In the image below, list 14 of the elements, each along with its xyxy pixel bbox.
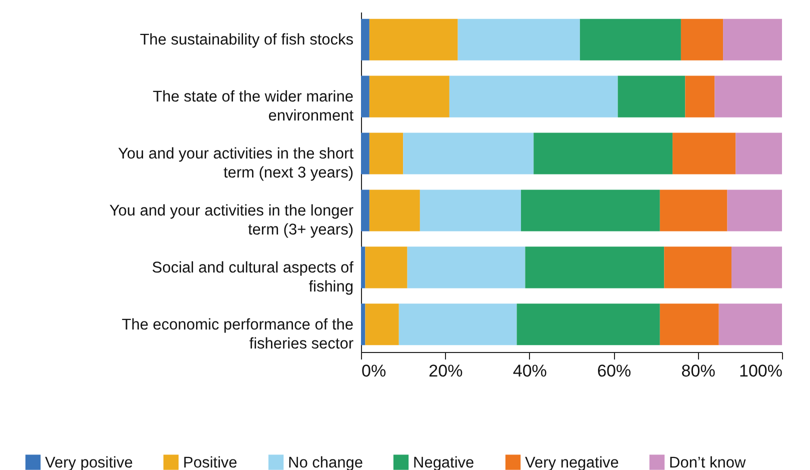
x-tick-label: 100% [739, 362, 782, 380]
y-tick-label: The sustainability of fish stocks [140, 32, 354, 49]
y-tick-label: You and your activities in the short term (next 3 years) [118, 146, 354, 182]
y-tick-label: Social and cultural aspects of fishing [152, 259, 354, 296]
legend-label: Don’t know [669, 454, 746, 470]
legend-label: Positive [183, 454, 238, 470]
y-tick-label: The state of the wider marine environment [152, 88, 354, 125]
x-tick-label: 60% [597, 362, 632, 380]
x-tick-label: 80% [681, 362, 716, 380]
x-tick-label: 0% [362, 362, 386, 380]
x-tick-label: 40% [512, 362, 547, 380]
y-tick-label: The economic performance of the fisheries sector [122, 316, 354, 352]
x-tick-label: 20% [428, 362, 463, 380]
y-tick-label: You and your activities in the longer term (3+ years) [109, 202, 354, 238]
